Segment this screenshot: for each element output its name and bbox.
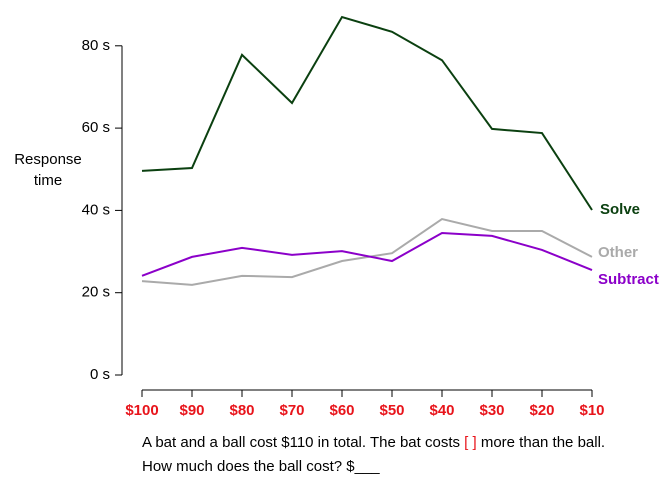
y-axis-label: time [34,172,62,189]
caption-blank: [ ] [464,434,477,451]
series-label: Solve [600,201,640,218]
series-label: Subtract [598,271,659,288]
y-tick-label: 40 s [82,201,110,218]
x-tick-label: $90 [179,402,204,419]
caption-text: A bat and a ball cost $110 in total. The… [142,434,464,451]
y-axis-label: Response [14,151,82,168]
series-label: Other [598,244,638,261]
x-tick-label: $30 [479,402,504,419]
y-tick-label: 80 s [82,37,110,54]
line-series [141,232,593,277]
x-tick-label: $70 [279,402,304,419]
y-tick-label: 20 s [82,284,110,301]
y-tick-label: 0 s [90,366,110,383]
x-tick-label: $60 [329,402,354,419]
x-tick-label: $100 [125,402,158,419]
line-series [141,217,593,286]
x-tick-label: $40 [429,402,454,419]
y-tick-label: 60 s [82,119,110,136]
x-tick-label: $20 [529,402,554,419]
caption: How much does the ball cost? $___ [142,458,380,475]
x-tick-label: $80 [229,402,254,419]
line-series [141,15,593,211]
x-tick-label: $10 [579,402,604,419]
x-tick-label: $50 [379,402,404,419]
caption: A bat and a ball cost $110 in total. The… [142,434,605,451]
caption-text: more than the ball. [477,434,605,451]
